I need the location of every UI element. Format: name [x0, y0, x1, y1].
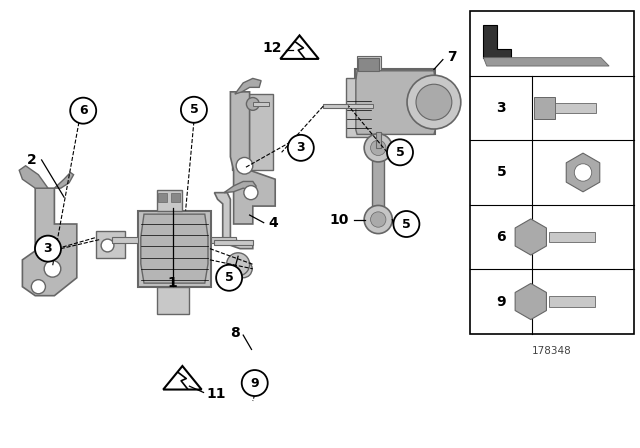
Circle shape [364, 206, 392, 233]
Bar [470, 11, 634, 334]
Bar [348, 104, 373, 108]
Text: 5: 5 [402, 217, 411, 231]
Bar [358, 58, 379, 71]
Polygon shape [515, 219, 547, 255]
Text: 1: 1 [168, 276, 178, 290]
Bar [211, 237, 236, 243]
Text: 3: 3 [497, 101, 506, 115]
Circle shape [35, 236, 61, 262]
Circle shape [31, 280, 45, 294]
Polygon shape [214, 193, 253, 249]
Text: 3: 3 [44, 242, 52, 255]
Text: 9: 9 [497, 294, 506, 309]
Polygon shape [280, 35, 319, 59]
Bar [376, 132, 381, 148]
Circle shape [371, 212, 386, 227]
Text: 5: 5 [396, 146, 404, 159]
Polygon shape [515, 284, 547, 319]
Bar [534, 97, 556, 119]
Bar [549, 232, 595, 242]
Polygon shape [163, 366, 202, 389]
Circle shape [244, 185, 258, 200]
Circle shape [574, 164, 592, 181]
Bar [346, 78, 371, 137]
Bar [372, 150, 384, 215]
Polygon shape [483, 26, 511, 58]
Circle shape [364, 134, 392, 162]
Polygon shape [224, 181, 256, 193]
Polygon shape [483, 58, 609, 66]
Circle shape [394, 211, 419, 237]
Circle shape [101, 239, 114, 252]
Text: 11: 11 [207, 387, 226, 401]
Polygon shape [54, 172, 74, 188]
Text: 5: 5 [189, 103, 198, 116]
Text: 2: 2 [28, 153, 37, 167]
Bar [157, 287, 189, 314]
Circle shape [227, 253, 250, 276]
Polygon shape [22, 188, 77, 296]
Circle shape [246, 98, 259, 110]
Text: 12: 12 [262, 41, 282, 56]
Bar [232, 94, 273, 170]
Bar [323, 104, 348, 108]
Polygon shape [141, 214, 208, 283]
Bar [214, 240, 253, 245]
Bar [138, 211, 211, 287]
Text: 7: 7 [447, 50, 456, 65]
Circle shape [242, 370, 268, 396]
Bar [112, 237, 138, 243]
Text: 4: 4 [269, 215, 278, 230]
Bar [96, 231, 125, 258]
Circle shape [216, 265, 242, 291]
Polygon shape [230, 92, 275, 224]
Bar [556, 103, 596, 113]
Circle shape [416, 84, 452, 120]
Polygon shape [356, 71, 435, 134]
Circle shape [371, 140, 386, 155]
Circle shape [387, 139, 413, 165]
Circle shape [70, 98, 96, 124]
Polygon shape [235, 78, 261, 94]
Text: 6: 6 [79, 104, 88, 117]
Circle shape [181, 97, 207, 123]
Text: 5: 5 [225, 271, 234, 284]
Text: 9: 9 [250, 376, 259, 390]
Bar [157, 190, 182, 211]
Text: 5: 5 [497, 165, 506, 180]
Bar [253, 102, 269, 106]
Bar [171, 193, 180, 202]
Circle shape [234, 260, 252, 278]
Text: 3: 3 [296, 141, 305, 155]
Polygon shape [19, 166, 48, 188]
Circle shape [44, 260, 61, 277]
Circle shape [407, 75, 461, 129]
Circle shape [236, 157, 253, 174]
Bar [549, 296, 595, 307]
Bar [158, 193, 167, 202]
Bar [357, 56, 381, 72]
Text: 6: 6 [497, 230, 506, 244]
Text: 8: 8 [230, 326, 240, 340]
Polygon shape [566, 153, 600, 192]
Circle shape [288, 135, 314, 161]
Bar [355, 69, 435, 134]
Text: 178348: 178348 [532, 346, 572, 356]
Text: 10: 10 [330, 212, 349, 227]
